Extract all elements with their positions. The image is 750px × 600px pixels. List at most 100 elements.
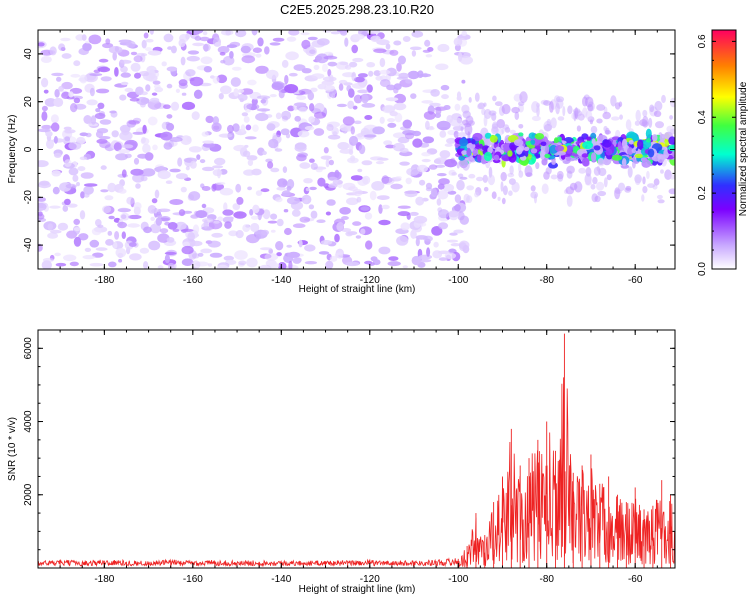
spectrogram-signal-blob [472, 149, 478, 157]
spectrogram-blob [118, 188, 127, 194]
spectrogram-blob [147, 116, 158, 126]
spectrogram-blob [178, 209, 186, 217]
spectrogram-blob [98, 58, 109, 63]
spectrogram-blob [73, 60, 81, 67]
spectrogram-blob [450, 243, 461, 247]
x-tick-label: -180 [94, 275, 114, 286]
spectrogram-blob [77, 166, 86, 172]
spectrogram-blob [326, 199, 336, 206]
spectrogram-signal-blob [597, 158, 605, 165]
spectrogram-blob [255, 112, 269, 122]
spectrogram-blob [443, 105, 451, 110]
spectrogram-blob [483, 115, 488, 127]
spectrogram-blob [660, 169, 664, 174]
spectrogram-blob [82, 42, 92, 52]
spectrogram-blob [190, 240, 203, 247]
spectrogram-blob [38, 197, 46, 202]
y-tick-label: 0 [23, 146, 34, 152]
spectrogram-blob [585, 110, 593, 120]
spectrogram-signal-blob [556, 151, 566, 156]
spectrogram-blob [49, 205, 61, 209]
spectrogram-blob [400, 222, 411, 231]
spectrogram-blob [155, 217, 162, 226]
spectrogram-blob [148, 240, 161, 251]
spectrogram-blob [387, 118, 396, 123]
spectrogram-blob [237, 88, 245, 93]
spectrogram-blob [424, 39, 431, 47]
spectrogram-blob [121, 169, 127, 178]
spectrogram-blob [78, 233, 89, 241]
spectrogram-signal-blob [617, 141, 622, 151]
spectrogram-signal-blob [523, 146, 530, 151]
spectrogram-blob [45, 130, 53, 137]
spectrogram-blob [41, 105, 48, 112]
spectrogram-blob [421, 158, 431, 163]
spectrogram-blob [518, 162, 522, 173]
spectrogram-blob [385, 97, 399, 102]
spectrogram-blob [327, 61, 338, 67]
spectrogram-blob [143, 261, 149, 269]
spectrogram-blob [492, 95, 497, 102]
spectrogram-blob [642, 186, 648, 194]
spectrogram-blob [62, 254, 77, 262]
spectrogram-blob [353, 76, 365, 83]
spectrogram-blob [43, 89, 49, 94]
spectrogram-blob [129, 97, 140, 102]
spectrogram-blob [573, 108, 581, 114]
spectrogram-blob [97, 224, 104, 228]
spectrogram-blob [252, 47, 262, 53]
spectrogram-blob [90, 115, 97, 125]
spectrogram-blob [115, 153, 128, 161]
spectrogram-blob [487, 174, 495, 186]
spectrogram-blob [413, 215, 428, 224]
spectrogram-blob [247, 159, 254, 166]
spectrogram-blob [444, 252, 457, 260]
spectrogram-blob [441, 94, 449, 100]
spectrogram-blob [423, 235, 433, 242]
spectrogram-blob [543, 100, 551, 106]
spectrogram-blob [268, 262, 280, 269]
spectrogram-blob [388, 256, 399, 261]
spectrogram-blob [336, 222, 344, 232]
spectrogram-blob [606, 174, 612, 181]
spectrogram-blob [165, 180, 173, 184]
spectrogram-blob [65, 183, 77, 189]
spectrogram-blob [346, 197, 359, 206]
spectrogram-blob [102, 205, 112, 214]
spectrogram-blob [130, 62, 141, 72]
spectrogram-blob [157, 208, 171, 213]
spectrogram-blob [301, 39, 311, 50]
spectrogram-blob [604, 130, 611, 135]
spectrogram-blob [100, 76, 112, 82]
spectrogram-blob [454, 204, 461, 212]
spectrogram-signal-blob [466, 147, 472, 157]
spectrogram-blob [436, 173, 447, 177]
spectrogram-blob [395, 176, 402, 180]
spectrogram-blob [152, 80, 161, 85]
spectrogram-signal-blob [544, 153, 551, 159]
spectrogram-blob [549, 101, 554, 113]
spectrogram-blob [126, 196, 135, 205]
spectrogram-blob [555, 96, 565, 103]
spectrogram-signal-blob [586, 136, 592, 141]
spectrogram-blob [409, 211, 419, 216]
spectrogram-blob [269, 42, 281, 46]
spectrogram-blob [250, 222, 260, 233]
spectrogram-blob [163, 33, 174, 43]
spectrogram-blob [324, 85, 336, 92]
x-tick-label: -100 [448, 275, 468, 286]
spectrogram-blob [172, 228, 180, 232]
spectrogram-blob [255, 233, 262, 240]
spectrogram-blob [209, 252, 223, 258]
spectrogram-blob [188, 191, 201, 201]
spectrogram-blob [500, 171, 507, 182]
spectrogram-blob [115, 247, 127, 258]
spectrogram-blob [339, 207, 351, 215]
spectrogram-signal-blob [590, 132, 597, 140]
spectrogram-blob [288, 260, 293, 269]
spectrogram-blob [422, 136, 434, 144]
spectrogram-blob [303, 199, 309, 204]
spectrogram-blob [351, 71, 357, 82]
spectrogram-blob [344, 37, 349, 47]
spectrogram-blob [40, 56, 52, 63]
